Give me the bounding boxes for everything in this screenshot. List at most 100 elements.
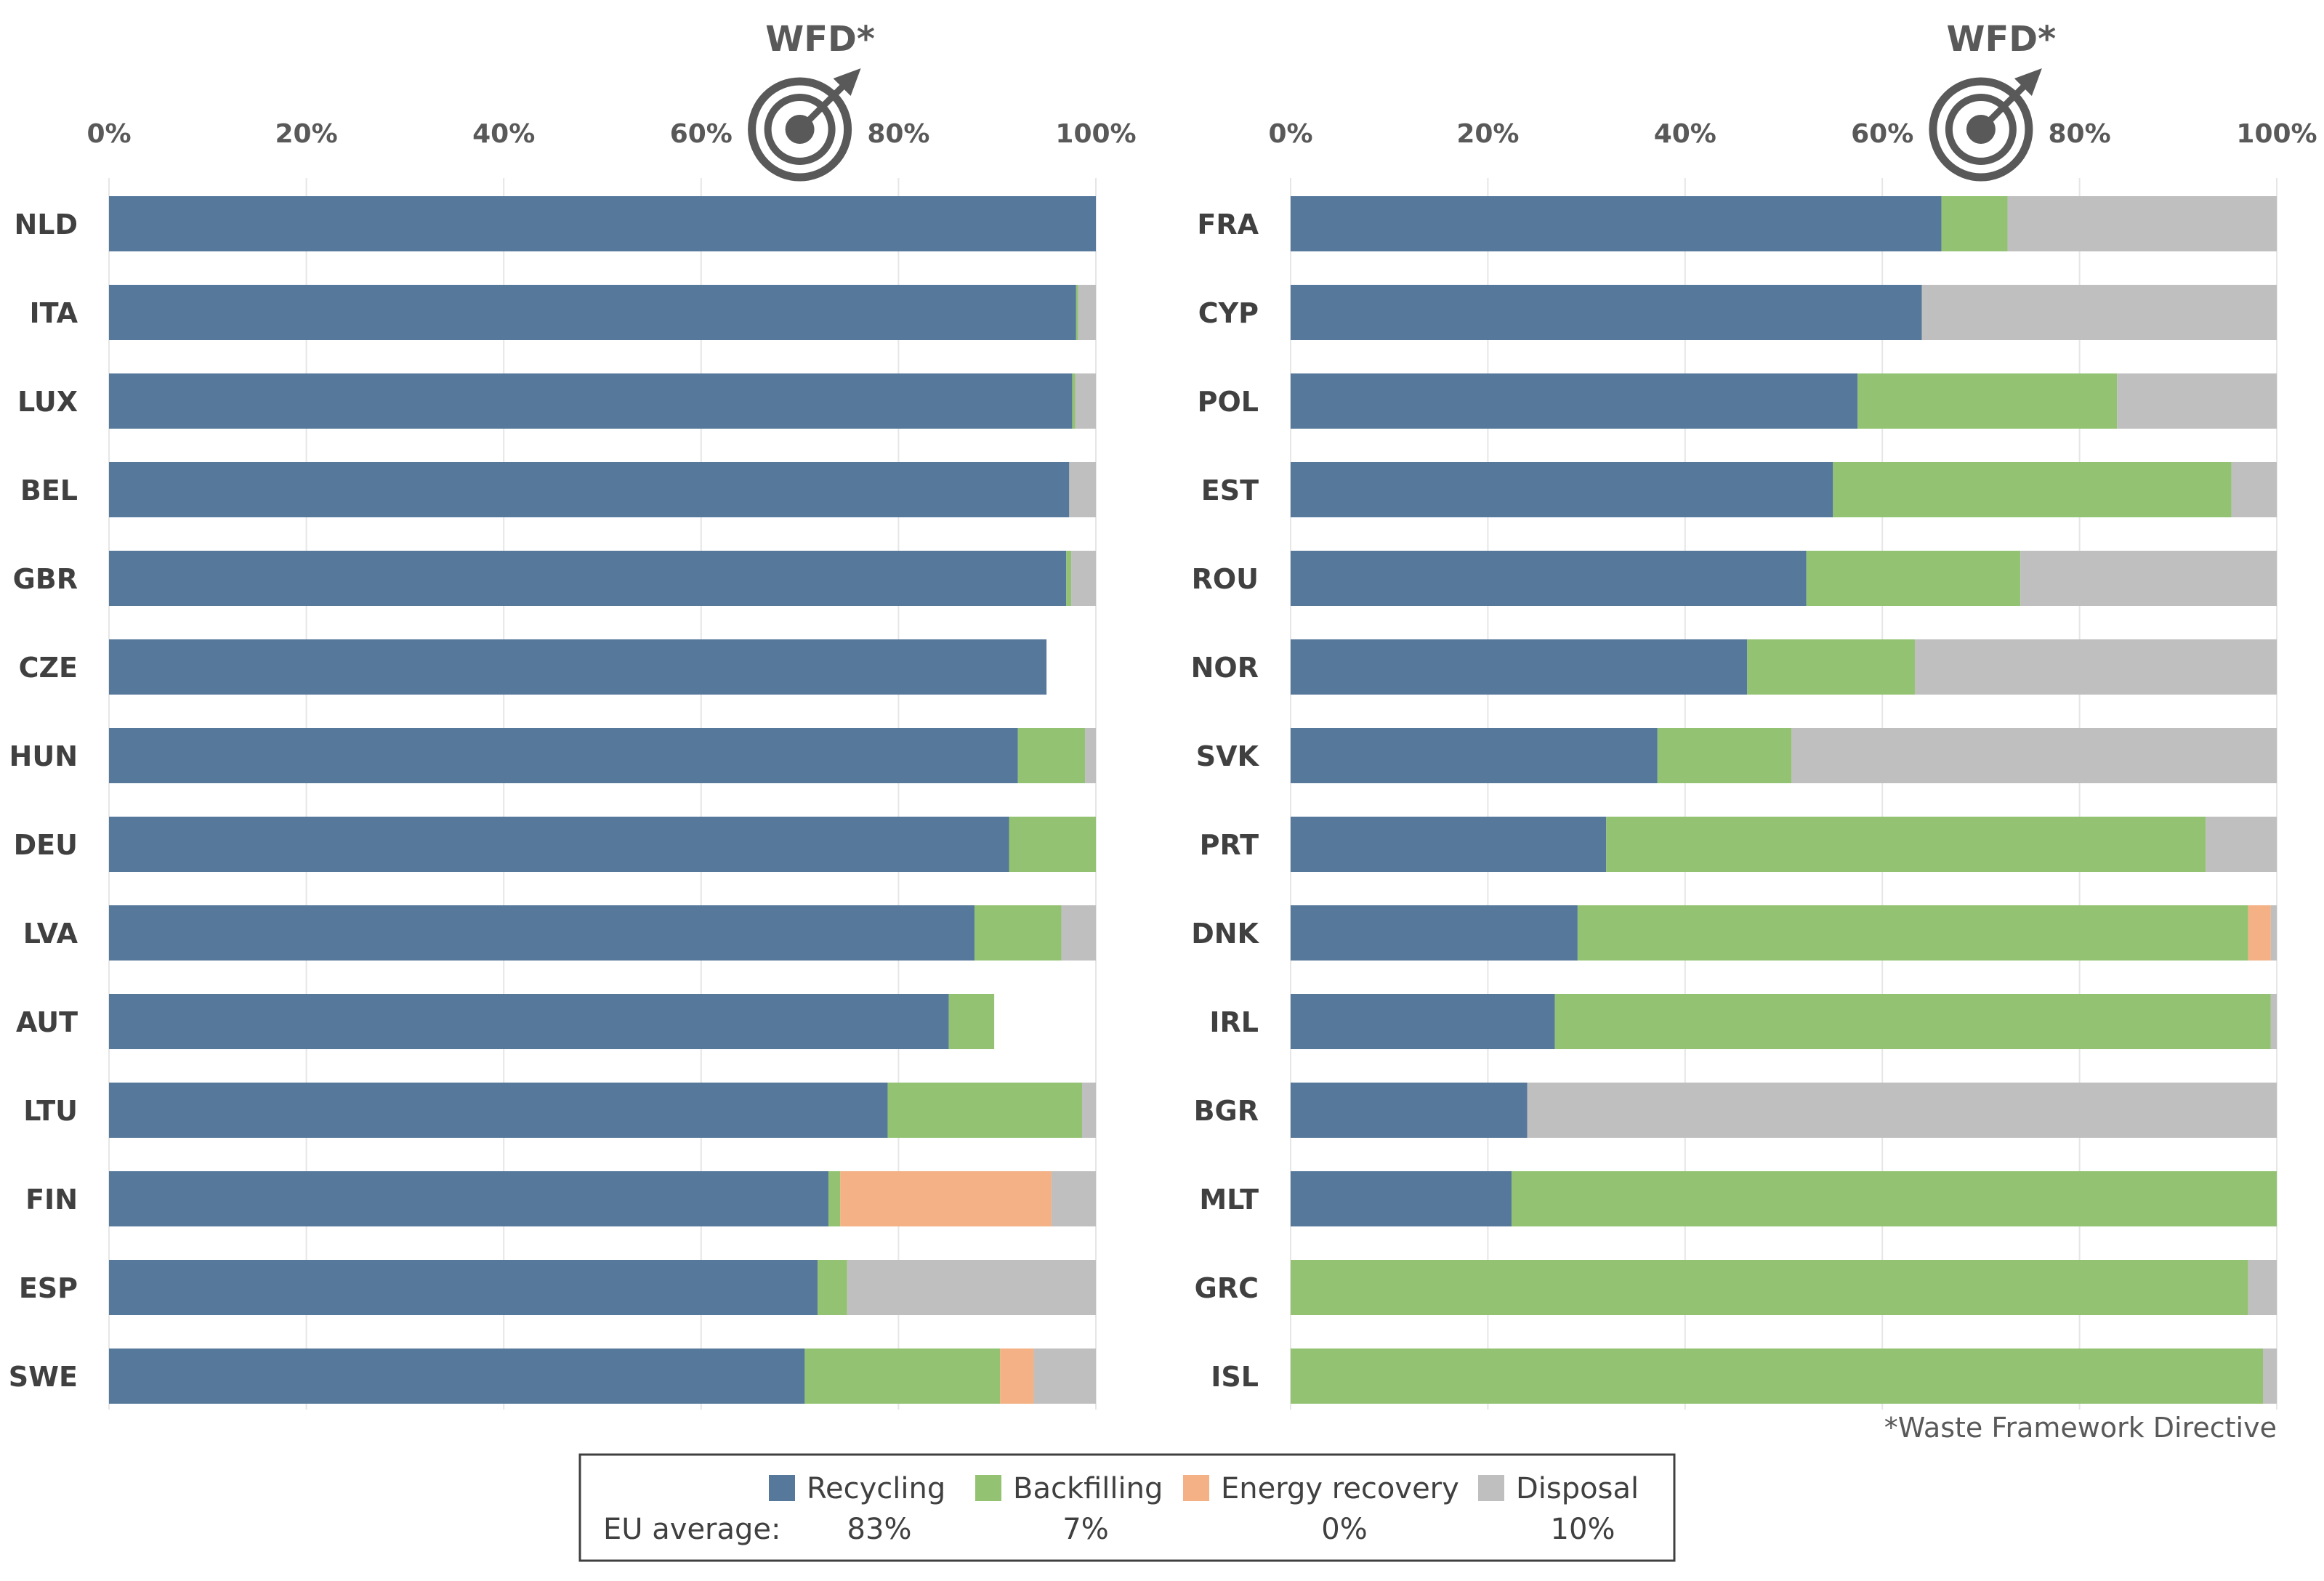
bar-backfilling-esp (818, 1260, 847, 1315)
bar-recycling-prt (1291, 817, 1607, 872)
bar-energy-recovery-fin (840, 1171, 1052, 1226)
bar-row-hun: HUN (9, 728, 1096, 783)
category-label: CYP (1198, 297, 1259, 329)
bar-disposal-lux (1075, 373, 1096, 429)
x-tick-label: 40% (472, 119, 535, 149)
bar-recycling-dnk (1291, 905, 1578, 961)
legend-label-backfilling: Backfilling (1013, 1472, 1163, 1505)
x-tick-label: 100% (2236, 119, 2317, 149)
legend-average-disposal: 10% (1551, 1513, 1615, 1546)
bar-row-gbr: GBR (13, 551, 1096, 606)
bar-disposal-gbr (1071, 551, 1096, 606)
bar-row-fin: FIN (25, 1171, 1096, 1226)
bar-recycling-pol (1291, 373, 1858, 429)
bar-recycling-bgr (1291, 1083, 1528, 1138)
bar-row-bel: BEL (20, 462, 1096, 517)
bar-disposal-ltu (1081, 1083, 1096, 1138)
bar-backfilling-lux (1072, 373, 1076, 429)
category-label: ITA (29, 297, 78, 329)
bar-row-deu: DEU (14, 817, 1096, 872)
target-arrow-shaft (796, 81, 849, 133)
category-label: ESP (19, 1272, 78, 1304)
legend-average-backfilling: 7% (1062, 1513, 1108, 1546)
target-arrow-head (833, 68, 861, 96)
bar-recycling-irl (1291, 994, 1555, 1049)
category-label: NOR (1191, 652, 1259, 684)
x-tick-label: 80% (2049, 119, 2111, 149)
x-tick-label: 0% (1268, 119, 1312, 149)
bar-row-isl: ISL (1211, 1348, 2277, 1404)
category-label: LUX (17, 386, 78, 418)
bar-row-nld: NLD (14, 196, 1096, 251)
category-label: POL (1198, 386, 1259, 418)
bar-disposal-bgr (1527, 1083, 2277, 1138)
bar-backfilling-deu (1009, 817, 1096, 872)
bar-backfilling-swe (804, 1348, 1001, 1404)
bar-backfilling-nor (1747, 639, 1915, 695)
category-label: DEU (14, 829, 78, 861)
target-ring-middle (1945, 94, 2017, 165)
target-arrow-head (2014, 68, 2042, 96)
bar-disposal-swe (1033, 1348, 1096, 1404)
bar-row-nor: NOR (1191, 639, 2277, 695)
category-label: FRA (1197, 209, 1259, 240)
bar-disposal-hun (1085, 728, 1096, 783)
bar-recycling-cyp (1291, 285, 1922, 340)
legend-swatch-energy-recovery (1183, 1475, 1209, 1501)
bar-backfilling-fin (828, 1171, 841, 1226)
category-label: BGR (1194, 1095, 1259, 1127)
category-label: NLD (14, 209, 78, 240)
category-label: AUT (16, 1006, 78, 1038)
category-label: ROU (1192, 563, 1259, 595)
bar-row-grc: GRC (1195, 1260, 2277, 1315)
bar-row-pol: POL (1198, 373, 2277, 429)
bar-disposal-nor (1914, 639, 2277, 695)
bar-disposal-svk (1791, 728, 2277, 783)
legend-eu-average-label: EU average: (603, 1513, 781, 1546)
bar-backfilling-gbr (1066, 551, 1072, 606)
bar-backfilling-mlt (1511, 1171, 2277, 1226)
bar-row-ltu: LTU (23, 1083, 1096, 1138)
category-label: GBR (13, 563, 78, 595)
bar-row-lva: LVA (23, 905, 1096, 961)
category-label: DNK (1191, 918, 1259, 950)
bar-row-swe: SWE (9, 1348, 1096, 1404)
target-arrow-shaft (1977, 81, 2030, 133)
chart-panel-1: 0% 20% 40% 60% 80% 100% WFD* NLD ITA LUX BEL GBR CZE… (9, 19, 1137, 1410)
bar-recycling-cze (109, 639, 1047, 695)
bar-recycling-esp (109, 1260, 818, 1315)
bar-recycling-deu (109, 817, 1009, 872)
bar-row-esp: ESP (19, 1260, 1096, 1315)
target-label: WFD* (1947, 19, 2057, 60)
legend-average-energy-recovery: 0% (1321, 1513, 1367, 1546)
bar-disposal-fin (1051, 1171, 1096, 1226)
bar-energy-recovery-dnk (2248, 905, 2271, 961)
bar-recycling-svk (1291, 728, 1658, 783)
category-label: LVA (23, 918, 78, 950)
bar-recycling-est (1291, 462, 1833, 517)
bar-recycling-ita (109, 285, 1076, 340)
bar-backfilling-pol (1857, 373, 2118, 429)
bar-row-rou: ROU (1192, 551, 2277, 606)
legend-label-energy-recovery: Energy recovery (1221, 1472, 1459, 1505)
category-label: MLT (1199, 1184, 1259, 1216)
category-label: FIN (25, 1184, 78, 1216)
legend-swatch-backfilling (975, 1475, 1001, 1501)
bar-recycling-lux (109, 373, 1073, 429)
bar-recycling-hun (109, 728, 1018, 783)
bar-backfilling-aut (948, 994, 995, 1049)
x-tick-label: 100% (1055, 119, 1136, 149)
category-label: PRT (1200, 829, 1259, 861)
legend-label-recycling: Recycling (807, 1472, 945, 1505)
bar-backfilling-irl (1554, 994, 2271, 1049)
legend: Recycling 83% Backfilling 7% Energy recovery… (578, 1453, 1676, 1562)
bar-recycling-mlt (1291, 1171, 1512, 1226)
bar-backfilling-ltu (887, 1083, 1082, 1138)
bar-backfilling-fra (1941, 196, 2008, 251)
category-label: HUN (9, 740, 78, 772)
bar-recycling-swe (109, 1348, 805, 1404)
category-label: EST (1201, 474, 1259, 506)
bar-backfilling-grc (1291, 1260, 2248, 1315)
legend-box (578, 1453, 1676, 1562)
bar-disposal-isl (2263, 1348, 2277, 1404)
